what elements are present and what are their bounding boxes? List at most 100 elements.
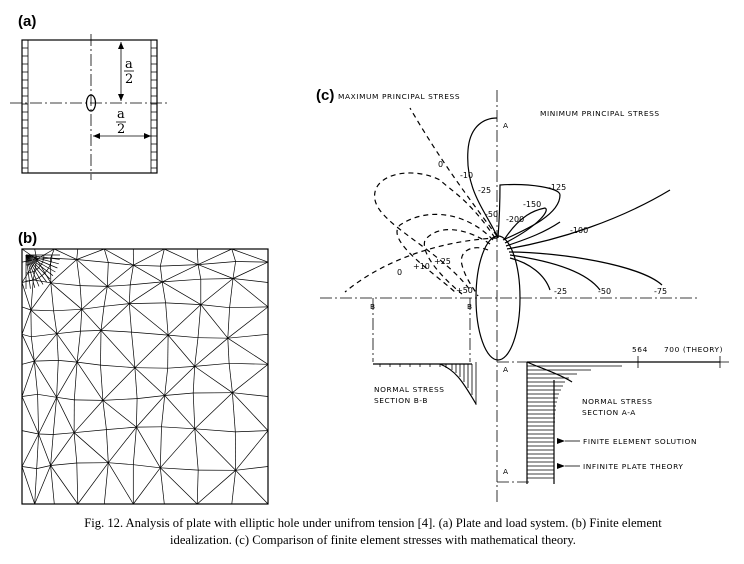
- section-a-label-top: A: [503, 121, 509, 130]
- mesh-edge: [128, 284, 131, 304]
- mesh-edge: [73, 432, 78, 464]
- mesh-edge: [136, 398, 138, 428]
- mesh-edge: [129, 265, 134, 285]
- mesh-edge: [160, 467, 199, 471]
- mesh-edge: [76, 330, 102, 363]
- contour-label-m25-left: -25: [478, 186, 491, 195]
- mesh-edge: [103, 286, 108, 307]
- mesh-edge: [56, 361, 78, 398]
- panel-b-label: (b): [18, 230, 37, 247]
- mesh-edge: [106, 262, 109, 287]
- mesh-edge: [108, 462, 134, 466]
- mesh-edge: [76, 248, 105, 260]
- mesh-edge: [161, 281, 166, 303]
- mesh-edge: [56, 397, 75, 433]
- contour-label-m75: -75: [654, 287, 667, 296]
- mesh-edge: [53, 310, 58, 334]
- section-a-label-bottom: A: [503, 467, 509, 476]
- mesh-edge: [52, 397, 57, 435]
- svg-text:a: a: [117, 107, 125, 122]
- mesh-edge: [106, 426, 137, 430]
- mesh-edge: [50, 282, 83, 310]
- svg-text:SECTION A-A: SECTION A-A: [582, 408, 636, 417]
- mesh-edge: [103, 462, 109, 505]
- mesh-edge: [200, 278, 234, 280]
- mesh-edge: [196, 470, 236, 505]
- mesh-edge: [79, 285, 83, 310]
- mesh-edge: [196, 470, 199, 505]
- mesh-edge: [25, 254, 31, 289]
- mesh-edge: [30, 279, 34, 311]
- mesh-edge: [134, 367, 138, 399]
- contour-label-p10: +10: [413, 262, 430, 271]
- mesh-edge: [160, 428, 196, 469]
- mesh-edge: [21, 282, 32, 311]
- mesh-edge: [37, 394, 39, 435]
- mesh-edge: [80, 309, 83, 332]
- mesh-edge: [167, 304, 202, 336]
- mesh-edge: [76, 259, 109, 263]
- mesh-edge: [130, 281, 163, 286]
- mesh-edge: [107, 284, 131, 287]
- mesh-edge: [227, 306, 269, 339]
- mesh-edge: [100, 303, 130, 331]
- mesh-edge: [25, 254, 51, 280]
- mesh-edge: [227, 337, 269, 365]
- mesh-edge: [137, 395, 165, 399]
- mesh-arc: [25, 254, 45, 274]
- contour-label-p50: +50: [456, 286, 473, 295]
- mesh-edge: [200, 304, 230, 309]
- mesh-edge: [50, 465, 55, 505]
- mesh-edge: [30, 282, 52, 311]
- contour-label-0-top: 0: [438, 160, 443, 169]
- mesh-edge: [227, 307, 230, 339]
- mesh-edge: [76, 259, 108, 287]
- mesh-edge: [232, 364, 269, 393]
- mesh-edge: [53, 308, 82, 312]
- mesh-edge: [50, 282, 54, 311]
- mesh-edge: [102, 398, 138, 401]
- mesh-edge: [77, 361, 101, 366]
- mesh-edge: [102, 367, 136, 401]
- min-stress-contours: [467, 117, 671, 291]
- mesh-edge: [167, 334, 195, 367]
- mesh-edge: [50, 282, 81, 286]
- mesh-edge: [25, 254, 60, 260]
- scale-label-564: 564: [632, 345, 648, 354]
- mesh-edge: [80, 285, 108, 287]
- mesh-edge: [56, 333, 78, 363]
- plate-outline: [21, 39, 158, 174]
- figure-caption: Fig. 12. Analysis of plate with elliptic…: [22, 515, 724, 549]
- svg-text:SECTION B-B: SECTION B-B: [374, 396, 428, 405]
- mesh-edge: [73, 362, 78, 400]
- dim-label-horizontal: a 2: [116, 107, 126, 137]
- mesh-edge: [76, 462, 79, 505]
- section-bb-label: NORMAL STRESS SECTION B-B: [374, 385, 444, 405]
- contour-label-m125: -125: [548, 183, 566, 192]
- mesh-edge: [194, 362, 230, 367]
- mesh-edge: [25, 254, 58, 269]
- contour-label-0-bottom: 0: [397, 268, 402, 277]
- mesh-edge: [56, 360, 59, 398]
- mesh-edge: [56, 309, 83, 334]
- mesh-edge: [34, 468, 38, 505]
- mesh-edge: [197, 337, 228, 339]
- mesh-edge: [161, 426, 195, 430]
- mesh-edge: [192, 392, 196, 429]
- mesh-edge: [107, 264, 134, 287]
- mesh-edge: [50, 259, 77, 284]
- mesh-edge: [197, 264, 202, 280]
- mesh-edge: [58, 360, 78, 363]
- scale-label-700-theory: 700 (THEORY): [664, 345, 723, 354]
- finite-element-mesh: [21, 248, 269, 505]
- mesh-edge: [200, 278, 234, 305]
- mesh-edge: [76, 248, 79, 260]
- mesh-edge: [81, 305, 105, 310]
- mesh-edge: [133, 467, 161, 505]
- mesh-edge: [235, 466, 269, 471]
- mesh-edge: [30, 309, 54, 312]
- mesh-edge: [81, 309, 102, 331]
- mesh-edge: [50, 462, 77, 466]
- mesh-edge: [231, 470, 236, 505]
- mesh-edge: [30, 336, 35, 362]
